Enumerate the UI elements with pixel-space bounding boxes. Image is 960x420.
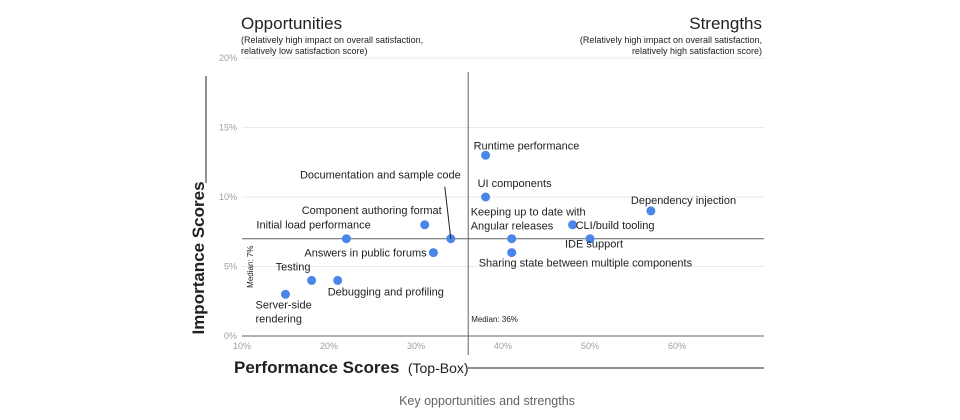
strengths-subtitle-line-1: (Relatively high impact on overall satis… [580, 35, 762, 45]
x-axis-title-main: Performance Scores [234, 358, 399, 377]
point-label: Initial load performance [256, 220, 370, 232]
x-tick-label: 60% [668, 341, 686, 351]
data-point [428, 248, 438, 258]
data-point [420, 220, 430, 230]
label-layer: Runtime performance UI components Dependen… [256, 140, 737, 325]
x-tick-label: 10% [233, 341, 251, 351]
y-axis-title: Importance Scores [189, 181, 208, 334]
x-axis-title-suffix: (Top-Box) [408, 360, 469, 376]
point-label: Documentation and sample code [300, 170, 461, 182]
grid-layer [242, 57, 764, 267]
opportunities-subtitle-line-2: relatively low satisfaction score) [241, 46, 368, 56]
point-label: Component authoring format [302, 205, 442, 217]
median-y-label: Median: 7% [246, 246, 255, 288]
median-x-label: Median: 36% [471, 315, 518, 324]
y-tick-label: 0% [224, 331, 237, 341]
y-tick-label: 20% [219, 53, 237, 63]
data-point [481, 150, 491, 160]
point-label: Dependency injection [631, 195, 736, 207]
chart-caption: Key opportunities and strengths [399, 394, 575, 408]
data-point [507, 248, 517, 258]
y-tick-label: 10% [219, 192, 237, 202]
median-layer: Median: 36% Median: 7% [242, 71, 764, 355]
opportunities-title: Opportunities [241, 14, 342, 33]
point-label: Sharing state between multiple component… [479, 258, 693, 270]
point-label: Server-side rendering [256, 299, 312, 325]
point-label: CLI/build tooling [576, 220, 655, 232]
point-label: Debugging and profiling [328, 286, 444, 298]
x-tick-label: 50% [581, 341, 599, 351]
data-point [333, 275, 343, 285]
y-tick-label: 5% [224, 262, 237, 272]
x-tick-label: 40% [494, 341, 512, 351]
x-tick-label: 20% [320, 341, 338, 351]
data-point [568, 220, 578, 230]
data-point [281, 289, 290, 299]
point-label: Runtime performance [474, 140, 580, 152]
label-leader-line [444, 186, 452, 239]
strengths-subtitle-line-2: relatively high satisfaction score) [632, 46, 762, 56]
data-point [585, 234, 595, 244]
strengths-title: Strengths [689, 14, 762, 33]
data-point [341, 234, 351, 244]
point-label: Keeping up to date with Angular releases [471, 207, 586, 233]
axis-layer: 0% 5% 10% 15% 20% 10% 20% 30% 40% 50% 60% [219, 53, 764, 351]
point-layer [281, 150, 656, 299]
opportunities-subtitle-line-1: (Relatively high impact on overall satis… [241, 35, 423, 45]
point-label: Testing [276, 261, 311, 273]
x-axis-title: Performance Scores (Top-Box) [234, 358, 469, 377]
point-label: UI components [478, 178, 552, 190]
x-tick-label: 30% [407, 341, 425, 351]
data-point [307, 275, 317, 285]
data-point [481, 192, 491, 202]
y-tick-label: 15% [219, 123, 237, 133]
point-label: IDE support [565, 239, 623, 251]
point-label: Answers in public forums [304, 248, 427, 260]
data-point [646, 206, 656, 216]
data-point [507, 234, 517, 244]
